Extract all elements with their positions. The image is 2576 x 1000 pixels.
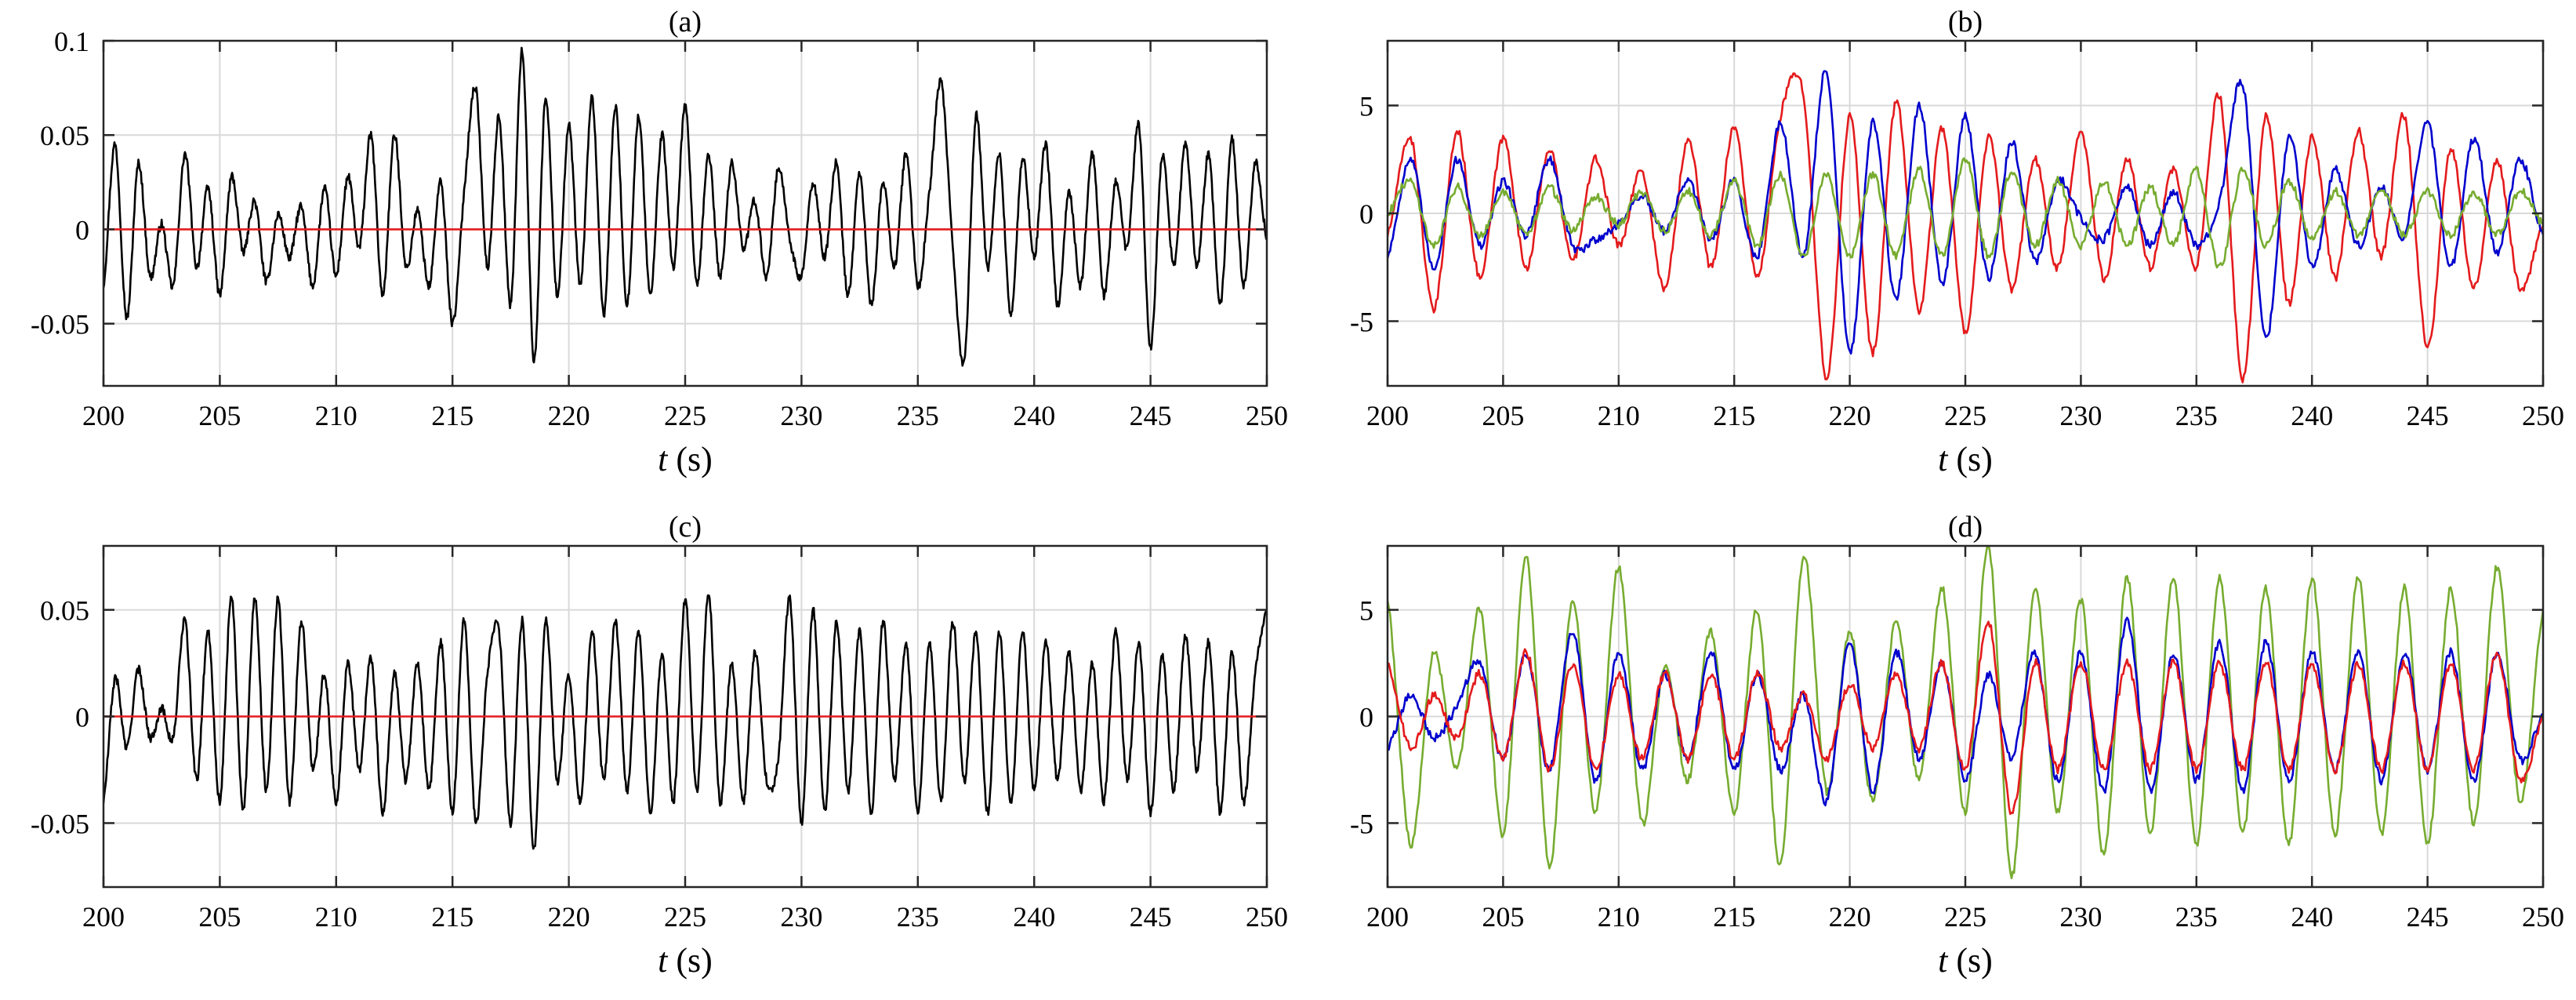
x-tick-label: 225 [664,901,706,933]
x-tick-label: 200 [82,901,125,933]
series-group [103,46,1267,367]
x-tick-label: 205 [198,400,241,431]
panel-a: 200 205 210 215 220 225 230 235 240 245 250 -0.05 0 0… [31,5,1288,478]
x-tick-label: 230 [2059,400,2102,431]
x-tick-label: 245 [2407,400,2449,431]
x-tick-label: 230 [780,901,822,933]
panel-title: (c) [669,511,702,544]
x-axis-label: t (s) [1938,440,1993,478]
y-tick-label: 0.05 [40,120,89,151]
x-tick-label: 215 [431,901,473,933]
x-tick-label: 210 [315,400,357,431]
x-axis-label-variable: t [1938,440,1949,478]
panel-title: (d) [1948,511,1983,544]
x-tick-label: 205 [1482,400,1524,431]
x-tick-label: 235 [897,901,939,933]
x-tick-label: 230 [2059,901,2102,933]
y-tick-label: 0 [1359,198,1373,230]
x-axis-label: t (s) [658,440,713,478]
x-tick-label: 215 [1713,901,1755,933]
x-tick-label: 210 [315,901,357,933]
x-tick-label: 235 [2175,901,2218,933]
x-tick-label: 220 [1829,901,1871,933]
y-tick-label: 5 [1359,595,1373,627]
y-tick-label: -0.05 [31,309,89,340]
x-tick-label: 215 [431,400,473,431]
x-axis-label-unit: (s) [1947,941,1992,980]
y-tick-label: 0.1 [54,26,89,57]
y-tick-label: 0.05 [40,595,89,627]
x-tick-label: 250 [1246,400,1288,431]
series-line-2 [1388,70,2543,355]
series-line-3 [1388,157,2543,269]
y-tick-label: -5 [1350,808,1373,839]
x-tick-label: 215 [1713,400,1755,431]
x-axis-label-unit: (s) [667,941,712,980]
y-tick-label: 0 [75,702,89,733]
series-group [1388,70,2543,384]
y-tick-label: 0 [1359,702,1373,733]
x-axis-label-unit: (s) [667,440,712,478]
x-tick-label: 240 [1013,400,1055,431]
x-tick-label: 200 [1366,400,1409,431]
panel-d: 200 205 210 215 220 225 230 235 240 245 250 -5 0 5 (d)… [1350,511,2564,980]
x-axis-label: t (s) [1938,941,1993,980]
x-tick-label: 245 [1130,400,1172,431]
series-group [103,594,1267,850]
y-tick-label: -0.05 [31,808,89,839]
series-line-3 [1388,620,2543,816]
x-axis-label-unit: (s) [1947,440,1992,478]
x-tick-label: 220 [1829,400,1871,431]
y-tick-label: -5 [1350,307,1373,338]
x-axis-label-variable: t [658,941,669,980]
x-tick-label: 245 [1130,901,1172,933]
y-tick-label: 5 [1359,91,1373,122]
x-tick-label: 250 [2522,901,2564,933]
x-tick-label: 225 [664,400,706,431]
series-line-1 [103,46,1267,367]
x-tick-label: 250 [2522,400,2564,431]
x-tick-label: 245 [2407,901,2449,933]
x-tick-label: 225 [1944,901,1986,933]
x-tick-label: 200 [1366,901,1409,933]
x-tick-label: 210 [1598,400,1640,431]
x-tick-label: 235 [897,400,939,431]
x-tick-label: 220 [548,901,590,933]
panel-b: 200 205 210 215 220 225 230 235 240 245 250 -5 0 5 (b)… [1350,5,2564,478]
x-tick-label: 220 [548,400,590,431]
panel-title: (a) [669,5,702,38]
x-tick-label: 240 [1013,901,1055,933]
series-line-1 [1388,546,2543,879]
x-tick-label: 230 [780,400,822,431]
y-tick-label: 0 [75,214,89,245]
x-tick-label: 235 [2175,400,2218,431]
panel-c: 200 205 210 215 220 225 230 235 240 245 250 -0.05 0 0… [31,511,1288,980]
x-tick-label: 225 [1944,400,1986,431]
x-tick-label: 205 [198,901,241,933]
panel-title: (b) [1948,5,1983,38]
x-axis-label: t (s) [658,941,713,980]
x-axis-label-variable: t [658,440,669,478]
x-tick-label: 240 [2291,400,2333,431]
x-tick-label: 210 [1598,901,1640,933]
x-tick-label: 200 [82,400,125,431]
series-group [1388,546,2543,879]
x-axis-label-variable: t [1938,941,1949,980]
x-tick-label: 250 [1246,901,1288,933]
series-line-2 [1388,616,2543,807]
series-line-1 [103,594,1267,850]
series-line-1 [1388,72,2543,384]
x-tick-label: 240 [2291,901,2333,933]
x-tick-label: 205 [1482,901,1524,933]
